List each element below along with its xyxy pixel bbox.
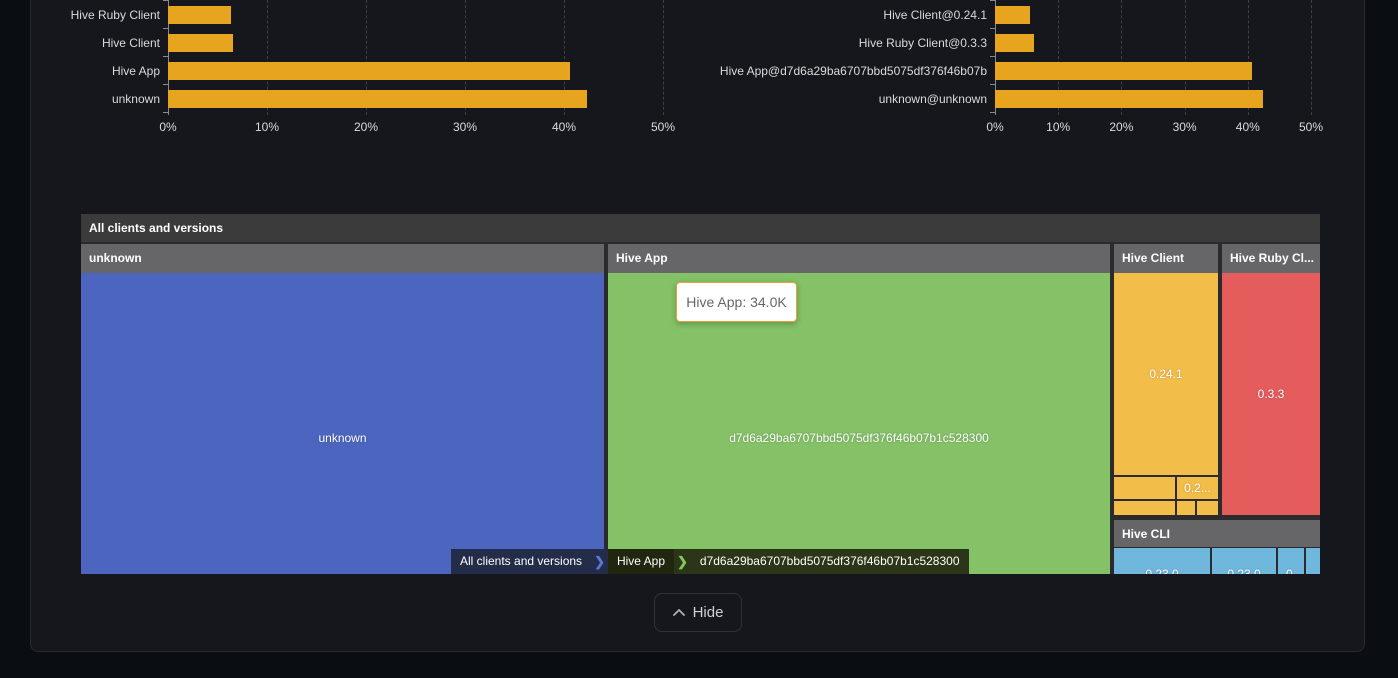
x-axis-tick-label: 10% <box>254 120 280 134</box>
y-axis-line <box>168 0 169 115</box>
x-axis-tick-label: 30% <box>452 120 478 134</box>
treemap-section-header[interactable]: Hive Ruby Cl... <box>1222 244 1320 273</box>
treemap-section-header[interactable]: Hive App <box>608 244 1110 273</box>
bar-unknown[interactable] <box>168 90 587 108</box>
axis-tick <box>163 112 168 113</box>
clients-treemap: All clients and versions unknown unknown H… <box>81 214 1320 574</box>
axis-tick <box>163 28 168 29</box>
treemap-tooltip: Hive App: 34.0K <box>676 282 797 322</box>
hide-button[interactable]: Hide <box>654 593 742 632</box>
treemap-section-header[interactable]: Hive CLI <box>1114 520 1320 547</box>
treemap-cell[interactable]: 0. <box>1278 548 1304 574</box>
treemap-root-header[interactable]: All clients and versions <box>81 214 1320 242</box>
axis-tick <box>163 84 168 85</box>
treemap-cell[interactable] <box>1306 548 1320 574</box>
x-axis-tick-label: 40% <box>1235 120 1260 134</box>
x-axis-tick-label: 20% <box>1109 120 1134 134</box>
category-label: unknown <box>111 92 160 106</box>
treemap-section-header[interactable]: Hive Client <box>1114 244 1218 273</box>
treemap-cell[interactable]: d7d6a29ba6707bbd5075df376f46b07b1c528300 <box>608 273 1110 574</box>
hide-button-label: Hide <box>692 604 724 621</box>
gridline <box>1184 0 1186 115</box>
treemap-cell[interactable]: 0.23.0 <box>1114 548 1210 574</box>
gridline <box>1121 0 1123 115</box>
bar-Hive Ruby Client@0.3.3[interactable] <box>995 34 1035 52</box>
treemap-cell[interactable] <box>1197 501 1218 515</box>
gridline <box>267 0 268 115</box>
category-label: Hive Ruby Client@0.3.3 <box>858 36 987 50</box>
bar-Hive App@d7d6a29ba6707bbd5075df376f46b07b[interactable] <box>995 62 1253 80</box>
x-axis-tick-label: 0% <box>986 120 1004 134</box>
gridline <box>663 0 664 115</box>
x-axis-tick-label: 20% <box>353 120 379 134</box>
category-label: Hive Client <box>101 36 160 50</box>
x-axis-tick-label: 40% <box>551 120 577 134</box>
bar-unknown@unknown[interactable] <box>995 90 1263 108</box>
treemap-section-header[interactable]: unknown <box>81 244 604 273</box>
chevron-up-icon <box>672 609 685 616</box>
axis-tick <box>990 84 995 85</box>
category-label: Hive App@d7d6a29ba6707bbd5075df376f46b07… <box>719 64 987 78</box>
treemap-cell[interactable] <box>1177 501 1195 515</box>
chevron-right-icon: ❯ <box>674 549 691 574</box>
gridline <box>1311 0 1312 115</box>
bar-Hive App[interactable] <box>168 62 570 80</box>
treemap-cell[interactable]: 0.2... <box>1177 477 1218 499</box>
bar-Hive Ruby Client[interactable] <box>168 6 232 24</box>
gridline <box>1058 0 1060 115</box>
treemap-cell[interactable]: 0.24.1 <box>1114 273 1218 475</box>
gridline <box>1247 0 1249 115</box>
treemap-cell[interactable]: 0.3.3 <box>1222 273 1320 515</box>
category-label: Hive Client@0.24.1 <box>883 8 987 22</box>
x-axis-tick-label: 30% <box>1172 120 1197 134</box>
tooltip-text: Hive App: 34.0K <box>686 294 787 310</box>
axis-tick <box>990 112 995 113</box>
x-axis-tick-label: 50% <box>650 120 676 134</box>
bar-Hive Client@0.24.1[interactable] <box>995 6 1030 24</box>
gridline <box>564 0 565 115</box>
treemap-cell[interactable] <box>1114 501 1175 515</box>
treemap-cell[interactable]: 0.23.0 <box>1212 548 1276 574</box>
treemap-cell[interactable]: unknown <box>81 273 604 574</box>
y-axis-line <box>995 0 996 115</box>
breadcrumb-segment[interactable]: All clients and versions <box>451 549 592 574</box>
bar-Hive Client[interactable] <box>168 34 234 52</box>
x-axis-tick-label: 0% <box>159 120 177 134</box>
treemap-breadcrumb: All clients and versions ❯ Hive App ❯ d7d6a2… <box>451 549 969 574</box>
x-axis-tick-label: 10% <box>1046 120 1071 134</box>
axis-tick <box>163 56 168 57</box>
gridline <box>366 0 367 115</box>
category-label: Hive Ruby Client <box>70 8 160 22</box>
chevron-right-icon: ❯ <box>591 549 608 574</box>
breadcrumb-segment[interactable]: d7d6a29ba6707bbd5075df376f46b07b1c528300 <box>690 549 969 574</box>
breadcrumb-segment[interactable]: Hive App <box>607 549 674 574</box>
axis-tick <box>163 0 168 1</box>
gridline <box>465 0 466 115</box>
axis-tick <box>990 0 995 1</box>
axis-tick <box>990 56 995 57</box>
axis-tick <box>990 28 995 29</box>
treemap-cell[interactable] <box>1114 477 1175 499</box>
category-label: unknown@unknown <box>878 92 987 106</box>
x-axis-tick-label: 50% <box>1298 120 1324 134</box>
category-label: Hive App <box>111 64 160 78</box>
